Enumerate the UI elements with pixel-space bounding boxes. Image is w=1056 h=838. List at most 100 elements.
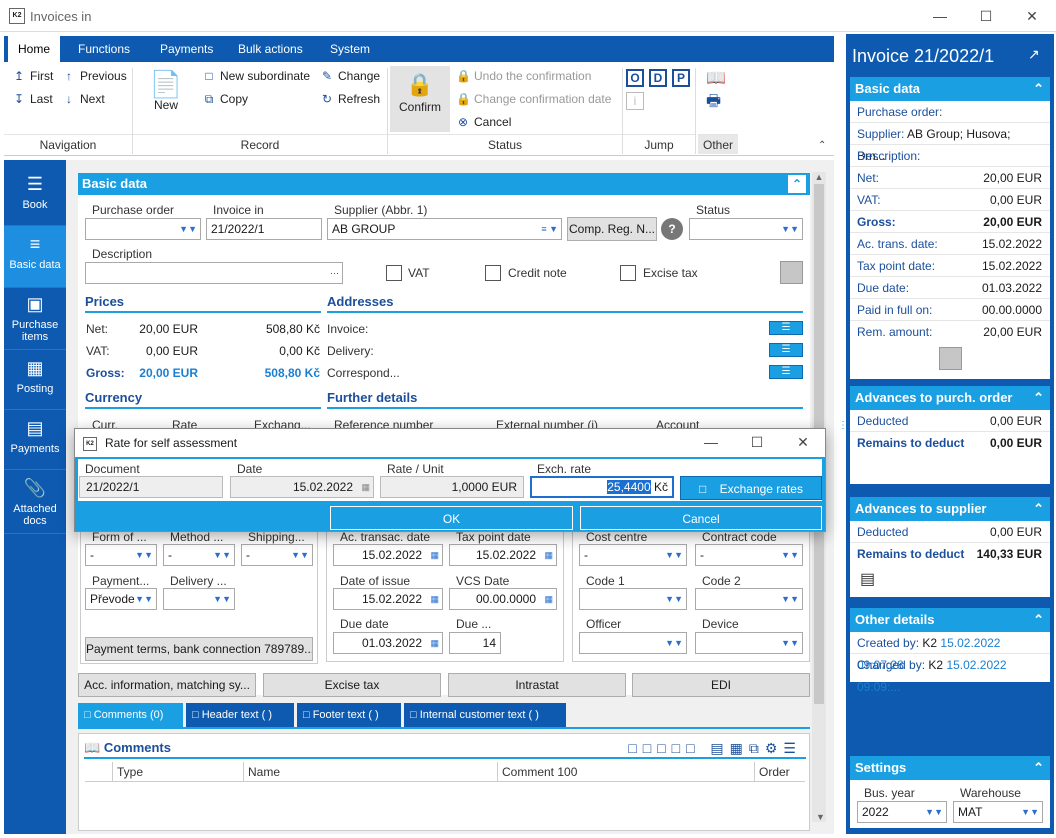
dropdown-icon[interactable]: ▼▼ — [665, 594, 683, 604]
dialog-close-icon[interactable]: ✕ — [797, 434, 809, 450]
dropdown-icon[interactable]: ▼▼ — [781, 550, 799, 560]
description-field[interactable]: ⋯ — [85, 262, 343, 284]
nav-payments[interactable]: ▤ Payments — [4, 410, 66, 470]
col-order[interactable]: Order — [759, 765, 790, 779]
last-button[interactable]: ↧ Last — [13, 92, 53, 106]
credit-note-checkbox[interactable] — [485, 265, 501, 281]
collapse-icon[interactable]: ⌃ — [1033, 81, 1044, 96]
acc-information-button[interactable]: Acc. information, matching sy... — [78, 673, 256, 697]
dropdown-icon[interactable]: ▼▼ — [1021, 807, 1039, 817]
tax-point-field[interactable]: 15.02.2022 ▦ — [449, 544, 557, 566]
nav-attached-docs[interactable]: 📎 Attached docs — [4, 470, 66, 534]
shipping-field[interactable]: - ▼▼ — [241, 544, 313, 566]
invoice-in-field[interactable]: 21/2022/1 — [206, 218, 322, 240]
excise-tax-button[interactable]: Excise tax — [263, 673, 441, 697]
status-field[interactable]: ▼▼ — [689, 218, 803, 240]
calendar-icon[interactable]: ▦ — [430, 550, 439, 560]
dropdown-icon[interactable]: ≡ ▼ — [541, 224, 558, 234]
dropdown-icon[interactable]: ▼▼ — [781, 638, 799, 648]
method-field[interactable]: - ▼▼ — [163, 544, 235, 566]
dropdown-icon[interactable]: ▼▼ — [135, 594, 153, 604]
scroll-up-icon[interactable]: ▲ — [814, 172, 824, 182]
collapse-icon[interactable]: ⌃ — [1033, 390, 1044, 405]
comp-reg-button[interactable]: Comp. Reg. N... — [567, 217, 657, 241]
calendar-icon[interactable]: ▦ — [544, 550, 553, 560]
dropdown-icon[interactable]: ▼▼ — [665, 550, 683, 560]
dropdown-icon[interactable]: ▼▼ — [781, 594, 799, 604]
change-button[interactable]: ✎ Change — [321, 69, 381, 83]
calendar-icon[interactable]: ▦ — [544, 594, 553, 604]
jump-d-button[interactable]: D — [649, 69, 667, 87]
copy-button[interactable]: ⧉ Copy — [202, 92, 248, 107]
purchase-order-field[interactable]: ▼▼ — [85, 218, 201, 240]
tab-footer-text[interactable]: □ Footer text ( ) — [297, 703, 401, 727]
document-coins-icon[interactable]: ▤ — [860, 571, 876, 588]
refresh-button[interactable]: ↻ Refresh — [321, 92, 381, 106]
other-group-label[interactable]: Other — [698, 134, 738, 154]
tab-header-text[interactable]: □ Header text ( ) — [186, 703, 294, 727]
ellipsis-icon[interactable]: ⋯ — [330, 268, 339, 278]
dropdown-icon[interactable]: ▼▼ — [213, 594, 231, 604]
excise-tax-checkbox[interactable] — [620, 265, 636, 281]
new-subordinate-button[interactable]: □ New subordinate — [202, 69, 310, 83]
collapse-icon[interactable]: ⌃ — [788, 175, 806, 193]
scroll-down-icon[interactable]: ▼ — [816, 812, 825, 822]
dropdown-icon[interactable]: ▼▼ — [665, 638, 683, 648]
due-days-field[interactable]: 14 — [449, 632, 501, 654]
cancel-status-button[interactable]: ⊗ Cancel — [457, 115, 512, 129]
collapse-icon[interactable]: ⌃ — [1033, 501, 1044, 516]
invoice-address-button[interactable]: ☰ — [769, 321, 803, 335]
cancel-button[interactable]: Cancel — [580, 506, 822, 530]
maximize-icon[interactable]: ☐ — [979, 8, 993, 24]
nav-purchase-items[interactable]: ▣ Purchase items — [4, 288, 66, 350]
supplier-field[interactable]: AB GROUP ≡ ▼ — [327, 218, 562, 240]
device-field[interactable]: ▼▼ — [695, 632, 803, 654]
first-button[interactable]: ↥ First — [13, 69, 54, 83]
printer-icon[interactable]: 🖶 — [706, 93, 722, 110]
cost-centre-field[interactable]: - ▼▼ — [579, 544, 687, 566]
code2-field[interactable]: ▼▼ — [695, 588, 803, 610]
book-icon[interactable]: 📖 — [706, 70, 726, 87]
bus-year-select[interactable]: 2022 ▼▼ — [857, 801, 947, 823]
dropdown-icon[interactable]: ▼▼ — [213, 550, 231, 560]
close-icon[interactable]: ✕ — [1026, 8, 1038, 24]
new-button[interactable]: 📄 New — [146, 70, 186, 112]
tab-home[interactable]: Home — [8, 36, 61, 62]
due-date-field[interactable]: 01.03.2022 ▦ — [333, 632, 443, 654]
dropdown-icon[interactable]: ▼▼ — [135, 550, 153, 560]
tab-bulk-actions[interactable]: Bulk actions — [238, 42, 303, 56]
minimize-icon[interactable]: — — [933, 8, 947, 24]
dropdown-icon[interactable]: ▼▼ — [925, 807, 943, 817]
color-swatch[interactable] — [780, 261, 803, 284]
edi-button[interactable]: EDI — [632, 673, 810, 697]
warehouse-select[interactable]: MAT ▼▼ — [953, 801, 1043, 823]
issue-date-field[interactable]: 15.02.2022 ▦ — [333, 588, 443, 610]
color-swatch[interactable] — [938, 347, 962, 370]
tab-functions[interactable]: Functions — [78, 42, 131, 56]
collapse-icon[interactable]: ⌃ — [1033, 612, 1044, 627]
vat-checkbox[interactable] — [386, 265, 402, 281]
officer-field[interactable]: ▼▼ — [579, 632, 687, 654]
previous-button[interactable]: ↑ Previous — [62, 69, 127, 83]
form-of-field[interactable]: - ▼▼ — [85, 544, 157, 566]
nav-book[interactable]: ☰ Book — [4, 168, 66, 226]
calendar-icon[interactable]: ▦ — [430, 638, 439, 648]
payment-field[interactable]: Převode ▼▼ — [85, 588, 157, 610]
exch-rate-input[interactable]: 25,4400 Kč — [530, 476, 674, 498]
delivery-field[interactable]: ▼▼ — [163, 588, 235, 610]
payment-terms-button[interactable]: Payment terms, bank connection 789789... — [85, 637, 313, 661]
tab-internal-customer-text[interactable]: □ Internal customer text ( ) — [404, 703, 566, 727]
col-type[interactable]: Type — [113, 762, 244, 781]
change-confirmation-date-button[interactable]: 🔒 Change confirmation date — [456, 92, 612, 106]
help-icon[interactable]: ? — [661, 218, 683, 240]
next-button[interactable]: ↓ Next — [62, 92, 105, 106]
dropdown-icon[interactable]: ▼▼ — [179, 224, 197, 234]
undo-confirmation-button[interactable]: 🔒 Undo the confirmation — [456, 69, 592, 83]
grid-toolbar[interactable]: □□□□□ ▤▦⧉⚙☰ — [628, 740, 802, 756]
nav-posting[interactable]: ▦ Posting — [4, 350, 66, 410]
ok-button[interactable]: OK — [330, 506, 573, 530]
pop-out-icon[interactable]: ↗ — [1028, 46, 1040, 62]
col-comment[interactable]: Comment 100 — [498, 762, 755, 781]
dropdown-icon[interactable]: ▼▼ — [291, 550, 309, 560]
nav-basic-data[interactable]: ≡ Basic data — [4, 226, 66, 288]
